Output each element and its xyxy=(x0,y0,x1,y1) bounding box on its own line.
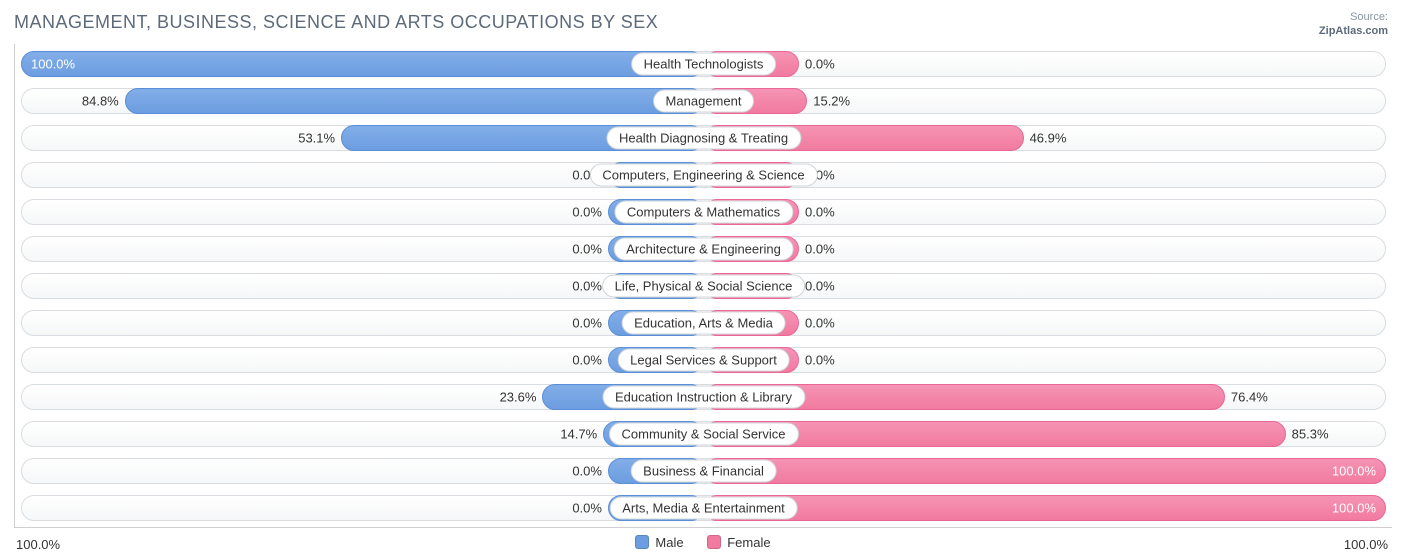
female-bar xyxy=(704,495,1387,521)
category-label: Health Technologists xyxy=(631,53,777,76)
female-value-label: 0.0% xyxy=(805,57,835,72)
chart-row: 0.0%0.0%Computers, Engineering & Science xyxy=(15,158,1392,192)
female-value-label: 0.0% xyxy=(805,205,835,220)
chart-row: 0.0% 0.0% Legal Services & Support xyxy=(15,343,1392,377)
female-value-label: 76.4% xyxy=(1231,390,1268,405)
chart-row: 100.0% 0.0% Health Technologists xyxy=(15,47,1392,81)
swatch-male xyxy=(635,535,649,549)
category-label: Education Instruction & Library xyxy=(602,386,805,409)
category-label: Architecture & Engineering xyxy=(613,238,794,261)
female-value-label: 0.0% xyxy=(805,353,835,368)
category-label: Legal Services & Support xyxy=(617,349,790,372)
female-value-label: 100.0% xyxy=(1332,464,1376,479)
category-label: Community & Social Service xyxy=(609,423,799,446)
chart-title: MANAGEMENT, BUSINESS, SCIENCE AND ARTS O… xyxy=(14,12,1392,33)
category-label: Computers & Mathematics xyxy=(614,201,793,224)
source-site: ZipAtlas.com xyxy=(1319,25,1388,37)
female-value-label: 0.0% xyxy=(805,279,835,294)
category-label: Arts, Media & Entertainment xyxy=(609,497,798,520)
category-label: Business & Financial xyxy=(630,460,777,483)
male-value-label: 23.6% xyxy=(500,390,537,405)
swatch-female xyxy=(707,535,721,549)
chart-row: 0.0% 100.0% Arts, Media & Entertainment xyxy=(15,491,1392,525)
category-label: Life, Physical & Social Science xyxy=(602,275,806,298)
male-value-label: 0.0% xyxy=(572,242,602,257)
chart-row: 0.0% 100.0% Business & Financial xyxy=(15,454,1392,488)
female-value-label: 15.2% xyxy=(813,94,850,109)
male-value-label: 0.0% xyxy=(572,353,602,368)
male-value-label: 0.0% xyxy=(572,279,602,294)
source-prefix: Source: xyxy=(1350,11,1388,23)
source-attribution: Source: ZipAtlas.com xyxy=(1319,10,1388,39)
female-value-label: 46.9% xyxy=(1030,131,1067,146)
male-value-label: 14.7% xyxy=(560,427,597,442)
chart-row: 0.0% 0.0% Architecture & Engineering xyxy=(15,232,1392,266)
legend-male: Male xyxy=(635,535,683,550)
category-label: Computers, Engineering & Science xyxy=(589,164,817,187)
plot-area: 100.0% 0.0% Health Technologists 84.8% 15.2%… xyxy=(14,44,1392,528)
chart-row: 23.6% 76.4% Education Instruction & Librar… xyxy=(15,380,1392,414)
chart-row: 14.7% 85.3% Community & Social Service xyxy=(15,417,1392,451)
male-value-label: 53.1% xyxy=(298,131,335,146)
legend-male-label: Male xyxy=(655,535,683,550)
category-label: Health Diagnosing & Treating xyxy=(606,127,801,150)
male-value-label: 0.0% xyxy=(572,464,602,479)
chart-row: 0.0% 0.0%Life, Physical & Social Science xyxy=(15,269,1392,303)
category-label: Education, Arts & Media xyxy=(621,312,786,335)
male-value-label: 0.0% xyxy=(572,501,602,516)
legend: Male Female xyxy=(0,535,1406,553)
category-label: Management xyxy=(653,90,755,113)
male-bar xyxy=(21,51,704,77)
chart-container: MANAGEMENT, BUSINESS, SCIENCE AND ARTS O… xyxy=(0,0,1406,558)
chart-row: 84.8% 15.2% Management xyxy=(15,84,1392,118)
chart-row: 53.1% 46.9% Health Diagnosing & Treating xyxy=(15,121,1392,155)
female-value-label: 100.0% xyxy=(1332,501,1376,516)
female-bar xyxy=(704,458,1387,484)
chart-row: 0.0% 0.0% Education, Arts & Media xyxy=(15,306,1392,340)
female-value-label: 0.0% xyxy=(805,242,835,257)
legend-female-label: Female xyxy=(727,535,770,550)
male-bar xyxy=(125,88,704,114)
chart-row: 0.0% 0.0% Computers & Mathematics xyxy=(15,195,1392,229)
male-value-label: 0.0% xyxy=(572,316,602,331)
male-value-label: 84.8% xyxy=(82,94,119,109)
male-value-label: 100.0% xyxy=(31,57,75,72)
male-value-label: 0.0% xyxy=(572,205,602,220)
rows-container: 100.0% 0.0% Health Technologists 84.8% 15.2%… xyxy=(15,44,1392,527)
legend-female: Female xyxy=(707,535,770,550)
female-value-label: 0.0% xyxy=(805,316,835,331)
female-value-label: 85.3% xyxy=(1292,427,1329,442)
